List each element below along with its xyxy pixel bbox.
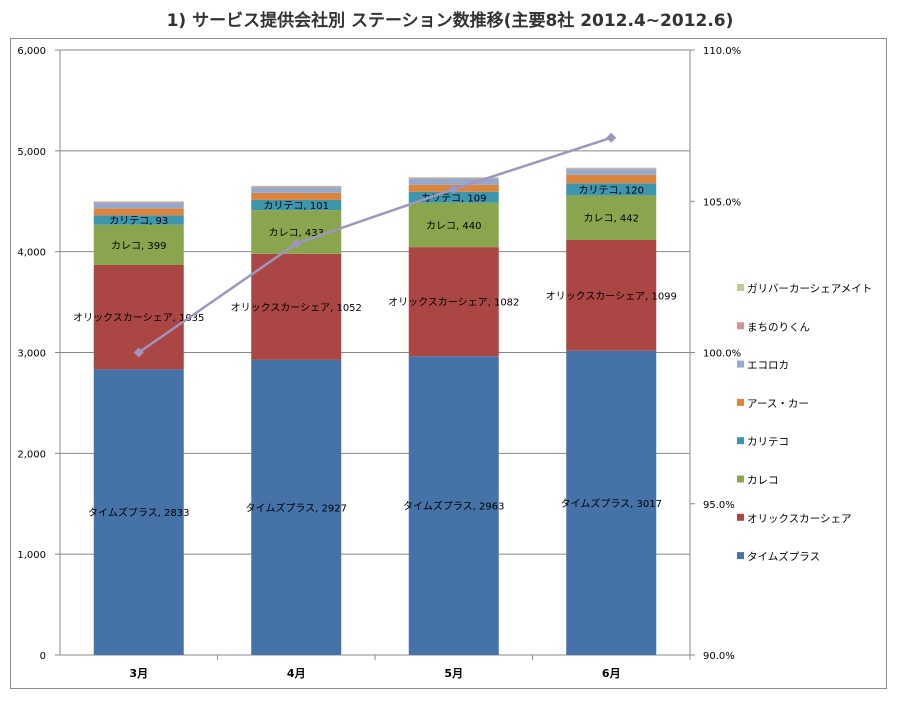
data-label: オリックスカーシェア, 1099 [546, 290, 677, 302]
bar-segment [93, 369, 184, 655]
legend-swatch [737, 475, 744, 483]
data-label: タイムズプラス, 3017 [561, 497, 662, 510]
legend-label: カリテコ [747, 436, 789, 448]
legend-swatch [737, 437, 744, 445]
legend-swatch [737, 360, 744, 368]
legend-label: タイムズプラス [747, 550, 820, 563]
bar-segment [93, 201, 184, 202]
y2-tick-label: 110.0% [703, 46, 741, 57]
bar-segment [251, 187, 342, 193]
data-label: カリテコ, 101 [264, 200, 329, 212]
legend-label: アース・カー [747, 398, 809, 410]
bar-segment [566, 195, 657, 240]
legend-label: エコロカ [747, 360, 789, 372]
x-tick-label: 3月 [129, 667, 148, 680]
data-label: カレコ, 442 [584, 213, 639, 225]
data-label: タイムズプラス, 2963 [403, 500, 504, 513]
legend-swatch [737, 398, 744, 406]
x-tick-label: 5月 [444, 667, 463, 680]
y-tick-label: 5,000 [17, 147, 46, 158]
x-tick-label: 6月 [602, 667, 621, 680]
bar-segment [93, 201, 184, 203]
y-tick-label: 6,000 [17, 46, 46, 57]
bar-segment [93, 215, 184, 225]
bar-segment [251, 192, 342, 200]
legend-swatch [737, 552, 744, 560]
bar-segment [408, 356, 499, 655]
data-label: カレコ, 399 [111, 240, 166, 252]
bar-segment [93, 224, 184, 265]
line-point [133, 347, 144, 358]
y-tick-label: 1,000 [17, 550, 46, 561]
y-tick-label: 3,000 [17, 349, 46, 360]
data-label: オリックスカーシェア, 1052 [231, 302, 362, 314]
bar-segment [408, 178, 499, 185]
bar-segment [251, 185, 342, 187]
bar-segment [566, 168, 657, 170]
legend-label: まちのりくん [747, 321, 810, 333]
bar-segment [408, 177, 499, 178]
data-label: タイムズプラス, 2927 [246, 501, 347, 514]
bar-segment [251, 199, 342, 211]
legend-label: カレコ [747, 475, 779, 487]
bar-segment [251, 186, 342, 188]
data-label: カリテコ, 120 [579, 184, 644, 196]
bar-segment [566, 183, 657, 196]
bar-segment [251, 253, 342, 360]
legend-swatch [737, 284, 744, 291]
data-label: カレコ, 433 [269, 227, 324, 239]
bar-segment [566, 350, 657, 655]
bar-segment [566, 169, 657, 175]
page-title: 1) サービス提供会社別 ステーション数推移(主要8社 2012.4~2012.… [166, 11, 734, 31]
line-point [448, 184, 459, 195]
legend-label: オリックスカーシェア [747, 513, 851, 525]
bar-segment [251, 359, 342, 655]
y-tick-label: 0 [40, 651, 46, 662]
growth-line [138, 136, 612, 354]
bar-segment [408, 247, 499, 357]
x-tick-label: 4月 [287, 667, 306, 680]
bar-segment [566, 174, 657, 184]
bar-segment [93, 202, 184, 209]
line-point [291, 238, 302, 249]
y2-tick-label: 95.0% [703, 500, 735, 511]
bar-segment [408, 202, 499, 248]
y2-tick-label: 90.0% [703, 651, 735, 662]
data-label: オリックスカーシェア, 1035 [73, 312, 204, 324]
y2-tick-label: 100.0% [703, 349, 741, 360]
y2-tick-label: 105.0% [703, 197, 741, 208]
bar-segment [566, 239, 657, 351]
bar-segment [93, 208, 184, 216]
data-label: カレコ, 440 [426, 220, 481, 232]
y-tick-label: 2,000 [17, 449, 46, 460]
legend-label: ガリバーカーシェアメイト [747, 283, 872, 295]
legend-swatch [737, 322, 744, 330]
y-tick-label: 4,000 [17, 248, 46, 259]
data-label: オリックスカーシェア, 1082 [388, 297, 519, 309]
legend-swatch [737, 513, 744, 521]
data-label: カリテコ, 93 [109, 215, 168, 227]
chart-frame [10, 38, 887, 689]
data-label: タイムズプラス, 2833 [88, 506, 189, 519]
line-point [606, 132, 617, 143]
bar-segment [566, 167, 657, 169]
bar-segment [408, 191, 499, 203]
bar-segment [408, 177, 499, 179]
